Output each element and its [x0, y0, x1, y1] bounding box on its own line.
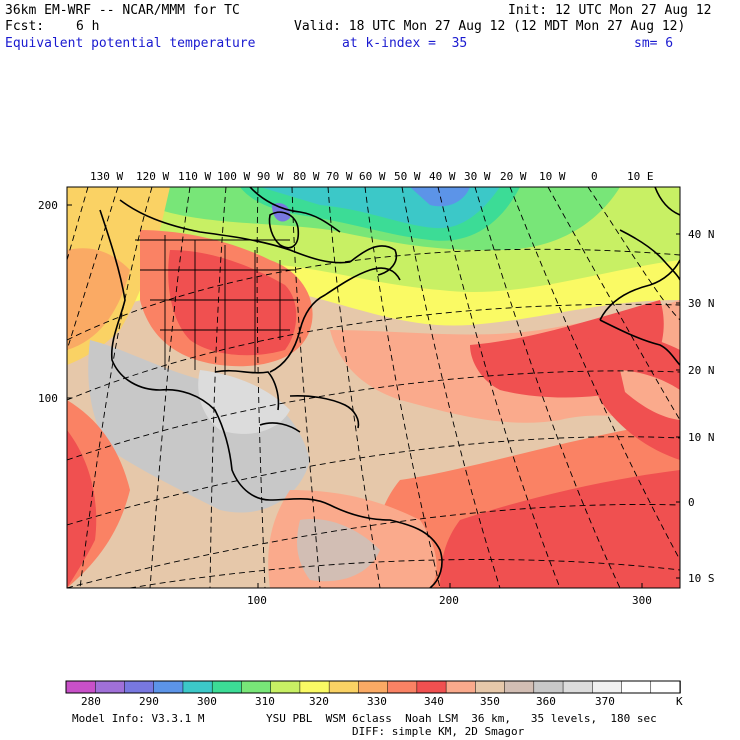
colorbar-label-300: 300	[197, 695, 217, 708]
lon-label-40w: 40 W	[429, 170, 456, 183]
colorbar-swatch	[562, 680, 594, 694]
colorbar-swatch	[182, 680, 213, 694]
colorbar-swatch	[416, 680, 447, 694]
lat-label-10n: 10 N	[688, 431, 715, 444]
lon-label-0: 0	[591, 170, 598, 183]
forecast-label: Fcst:	[5, 19, 45, 34]
colorbar-swatch	[504, 680, 535, 694]
colorbar-swatch	[445, 680, 477, 694]
colorbar-swatch	[65, 680, 96, 694]
colorbar-swatch	[475, 680, 506, 694]
lat-label-30n: 30 N	[688, 297, 715, 310]
field-name: Equivalent potential temperature	[5, 36, 256, 51]
lon-label-50w: 50 W	[394, 170, 421, 183]
physics-info: YSU PBL WSM 6class Noah LSM 36 km, 35 le…	[266, 712, 657, 725]
lon-label-10e: 10 E	[627, 170, 654, 183]
colorbar-swatch	[358, 680, 389, 694]
colorbar-swatch	[94, 680, 126, 694]
colorbar-swatch	[621, 680, 652, 694]
grid-label-y-100: 100	[38, 392, 58, 405]
colorbar-swatch	[299, 680, 330, 694]
state-boundaries	[135, 235, 300, 375]
grid-label-x-300: 300	[632, 594, 652, 607]
diffusion-info: DIFF: simple KM, 2D Smagor	[352, 725, 525, 738]
lon-label-30w: 30 W	[464, 170, 491, 183]
lat-label-40n: 40 N	[688, 228, 715, 241]
lon-label-130w: 130 W	[90, 170, 124, 183]
lon-label-80w: 80 W	[293, 170, 320, 183]
colorbar-label-330: 330	[367, 695, 387, 708]
colorbar-swatch	[592, 680, 623, 694]
temperature-field	[67, 187, 680, 588]
colorbar-swatch	[328, 680, 360, 694]
init-time: Init: 12 UTC Mon 27 Aug 12	[508, 3, 712, 18]
grid-label-x-200: 200	[439, 594, 459, 607]
colorbar-frame	[65, 680, 681, 694]
colorbar-swatch	[241, 680, 272, 694]
lon-label-10w: 10 W	[539, 170, 566, 183]
grid-label-y-200: 200	[38, 199, 58, 212]
valid-time: Valid: 18 UTC Mon 27 Aug 12 (12 MDT Mon …	[294, 19, 686, 34]
colorbar-swatch	[270, 680, 301, 694]
level-index: at k-index = 35	[342, 36, 468, 51]
colorbar-label-370: 370	[595, 695, 615, 708]
colorbar-label-340: 340	[424, 695, 444, 708]
colorbar-label-320: 320	[309, 695, 329, 708]
lon-label-100w: 100 W	[217, 170, 251, 183]
model-title: 36km EM-WRF -- NCAR/MMM for TC	[5, 3, 240, 18]
map-frame	[66, 186, 681, 589]
grid-label-x-100: 100	[247, 594, 267, 607]
lon-label-70w: 70 W	[326, 170, 353, 183]
colorbar-swatch	[211, 680, 243, 694]
colorbar-swatch	[387, 680, 418, 694]
colorbar-swatch	[153, 680, 184, 694]
colorbar-label-360: 360	[536, 695, 556, 708]
lat-label-0: 0	[688, 496, 695, 509]
colorbar-swatch	[650, 680, 681, 694]
colorbar-label-350: 350	[480, 695, 500, 708]
coastlines	[99, 187, 680, 588]
axis-ticks	[67, 204, 680, 588]
colorbar	[65, 680, 681, 694]
forecast-hour: 6 h	[76, 19, 100, 34]
colorbar-label-280: 280	[81, 695, 101, 708]
lat-label-10s: 10 S	[688, 572, 715, 585]
smoothing-value: sm= 6	[634, 36, 674, 51]
lat-label-20n: 20 N	[688, 364, 715, 377]
lon-label-20w: 20 W	[500, 170, 527, 183]
colorbar-swatch	[124, 680, 155, 694]
graticule	[67, 187, 680, 588]
colorbar-swatch	[533, 680, 564, 694]
lon-label-90w: 90 W	[257, 170, 284, 183]
colorbar-label-310: 310	[255, 695, 275, 708]
lon-label-110w: 110 W	[178, 170, 212, 183]
lon-label-120w: 120 W	[136, 170, 170, 183]
colorbar-label-290: 290	[139, 695, 159, 708]
model-info: Model Info: V3.3.1 M	[72, 712, 205, 725]
lon-label-60w: 60 W	[359, 170, 386, 183]
colorbar-unit: K	[676, 695, 683, 708]
